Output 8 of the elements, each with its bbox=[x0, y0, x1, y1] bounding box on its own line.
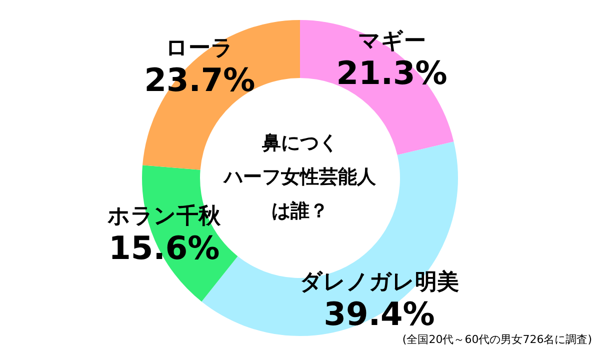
donut-slice bbox=[300, 20, 454, 155]
text: 鼻につくハーフ女性芸能人は誰？ bbox=[224, 132, 376, 222]
slice-label: ローラ bbox=[166, 36, 234, 62]
text: (全国20代～60代の男女726名に調査) bbox=[402, 333, 592, 346]
data-label: 39.4% bbox=[324, 294, 435, 333]
data-label: 21.3% bbox=[336, 54, 448, 92]
slice-label: マギー bbox=[358, 28, 426, 54]
slice-label: ダレノガレ明美 bbox=[300, 268, 459, 295]
